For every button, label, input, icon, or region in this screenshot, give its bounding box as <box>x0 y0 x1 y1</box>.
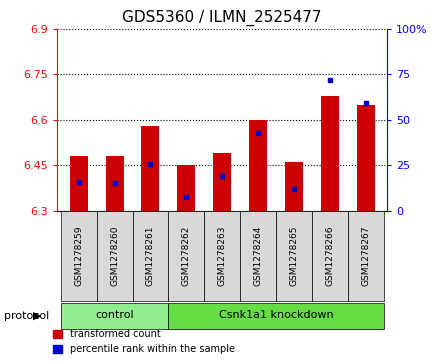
Text: GSM1278267: GSM1278267 <box>361 226 370 286</box>
Text: GSM1278263: GSM1278263 <box>218 226 227 286</box>
Bar <box>213 153 231 211</box>
Bar <box>70 156 88 211</box>
Legend: transformed count, percentile rank within the sample: transformed count, percentile rank withi… <box>49 326 239 358</box>
FancyBboxPatch shape <box>276 211 312 301</box>
Text: ▶: ▶ <box>33 311 42 321</box>
FancyBboxPatch shape <box>169 211 204 301</box>
Bar <box>142 126 159 211</box>
Text: Csnk1a1 knockdown: Csnk1a1 knockdown <box>219 310 334 320</box>
FancyBboxPatch shape <box>240 211 276 301</box>
Text: control: control <box>95 310 134 320</box>
Text: GSM1278262: GSM1278262 <box>182 226 191 286</box>
FancyBboxPatch shape <box>61 303 169 329</box>
Text: protocol: protocol <box>4 311 50 321</box>
Bar <box>321 95 339 211</box>
FancyBboxPatch shape <box>348 211 384 301</box>
FancyBboxPatch shape <box>312 211 348 301</box>
FancyBboxPatch shape <box>169 303 384 329</box>
Text: GSM1278259: GSM1278259 <box>74 226 83 286</box>
Text: GSM1278264: GSM1278264 <box>253 226 263 286</box>
Text: GSM1278261: GSM1278261 <box>146 226 155 286</box>
FancyBboxPatch shape <box>61 211 97 301</box>
Bar <box>285 162 303 211</box>
Text: GSM1278265: GSM1278265 <box>290 226 298 286</box>
Text: GSM1278266: GSM1278266 <box>325 226 334 286</box>
Bar <box>177 165 195 211</box>
FancyBboxPatch shape <box>97 211 132 301</box>
Bar <box>357 105 374 211</box>
FancyBboxPatch shape <box>204 211 240 301</box>
Title: GDS5360 / ILMN_2525477: GDS5360 / ILMN_2525477 <box>122 10 322 26</box>
Bar <box>106 156 124 211</box>
Bar <box>249 120 267 211</box>
Text: GSM1278260: GSM1278260 <box>110 226 119 286</box>
FancyBboxPatch shape <box>132 211 169 301</box>
